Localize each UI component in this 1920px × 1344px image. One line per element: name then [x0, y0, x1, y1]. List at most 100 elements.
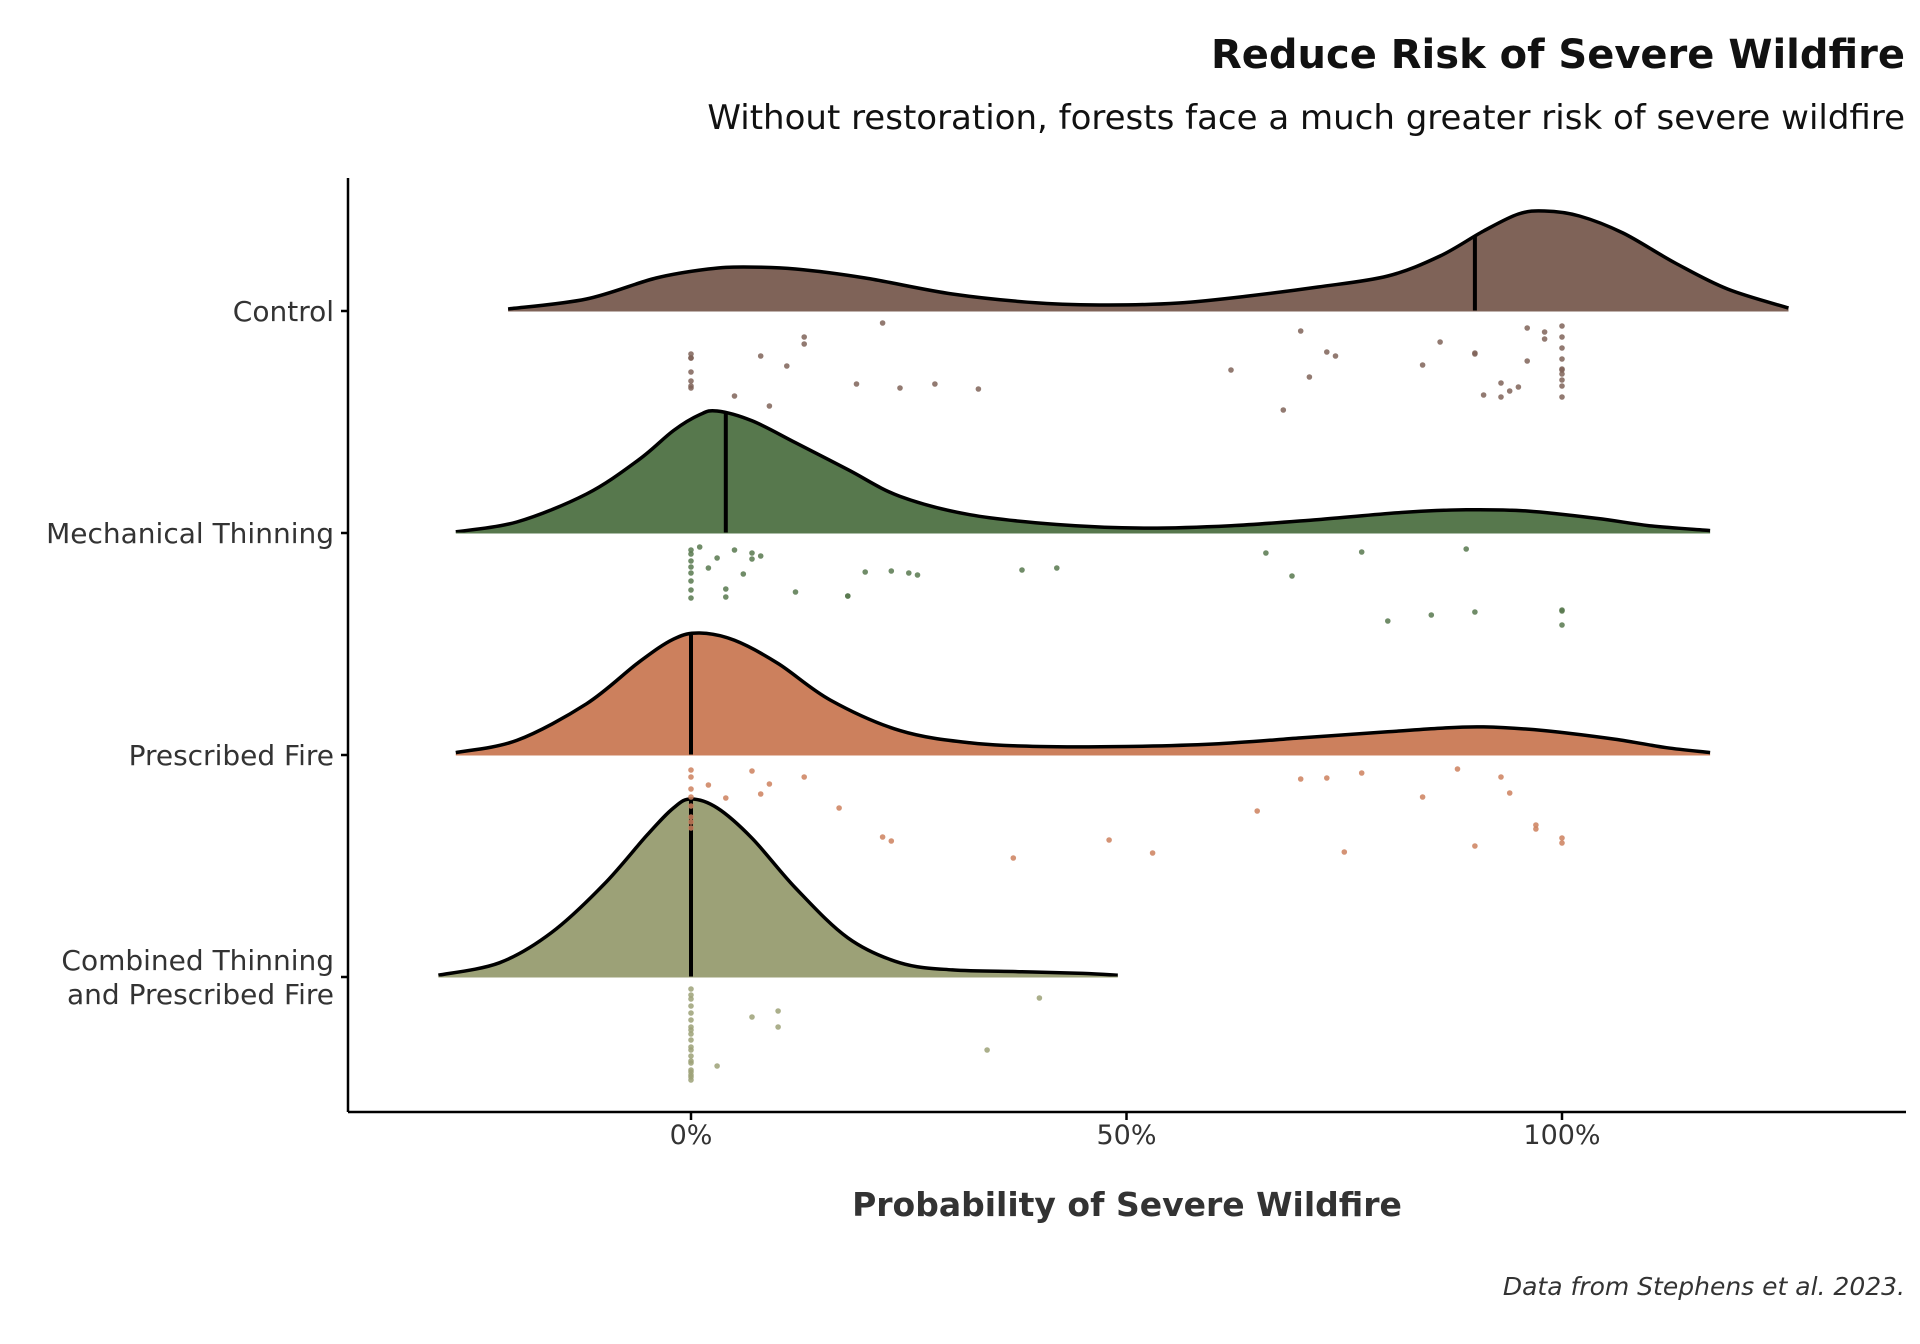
data-point	[688, 986, 694, 992]
data-point	[1559, 367, 1565, 373]
x-axis-title: Probability of Severe Wildfire	[852, 1185, 1402, 1224]
data-point	[688, 547, 694, 553]
data-point	[914, 572, 921, 578]
data-point	[714, 1063, 720, 1069]
data-point	[1559, 394, 1565, 400]
density-area	[438, 799, 1118, 977]
data-point	[1559, 622, 1565, 628]
data-point	[688, 794, 694, 800]
data-point	[688, 355, 694, 361]
data-point	[688, 378, 694, 384]
data-point	[731, 547, 738, 553]
data-point	[897, 385, 903, 391]
data-point	[688, 551, 694, 557]
data-point	[1559, 383, 1565, 389]
data-point	[696, 544, 703, 550]
data-point	[1498, 774, 1504, 780]
data-point	[1454, 766, 1461, 772]
data-point	[688, 1077, 694, 1083]
x-tick-label: 50%	[1096, 1120, 1156, 1151]
data-point	[1541, 336, 1548, 342]
data-point	[688, 814, 694, 820]
data-point	[775, 1024, 781, 1030]
data-point	[1524, 325, 1530, 331]
data-point	[862, 569, 868, 575]
data-point	[845, 593, 851, 599]
data-point	[749, 550, 755, 556]
data-point	[853, 381, 860, 387]
data-point	[1297, 776, 1304, 782]
data-point	[775, 1008, 781, 1014]
density-outline	[455, 631, 1711, 755]
density-outline	[455, 408, 1711, 534]
data-point	[906, 570, 912, 576]
data-point	[1289, 573, 1295, 579]
data-point	[740, 571, 747, 577]
data-point	[688, 351, 694, 357]
chart-title: Reduce Risk of Severe Wildfire	[1210, 32, 1905, 78]
data-point	[1254, 808, 1260, 814]
data-point	[688, 369, 694, 375]
ticks-layer: Combined Thinning and Prescribed Fire Pres…	[46, 295, 1600, 1151]
density-area	[508, 210, 1789, 311]
data-point	[1559, 356, 1565, 362]
y-category-label: Prescribed Fire	[129, 739, 334, 772]
data-point	[688, 992, 694, 998]
data-point	[1506, 388, 1513, 394]
x-tick-label: 100%	[1523, 1120, 1600, 1151]
data-point	[688, 1017, 694, 1023]
data-point	[1498, 380, 1504, 386]
data-point	[757, 353, 764, 359]
data-point	[723, 795, 729, 801]
ridges-layer	[438, 209, 1790, 1083]
data-point	[688, 819, 694, 825]
data-point	[705, 565, 712, 571]
data-point	[688, 1003, 694, 1009]
data-point	[1472, 843, 1478, 849]
data-point	[688, 578, 694, 584]
data-point	[688, 1037, 694, 1043]
data-point	[749, 768, 755, 774]
data-point	[1228, 367, 1234, 373]
data-point	[688, 595, 694, 601]
data-point	[1010, 855, 1017, 861]
data-point	[1498, 394, 1504, 400]
data-point	[688, 774, 694, 780]
y-category-label: Combined Thinning and Prescribed Fire	[61, 944, 334, 1011]
data-point	[1559, 377, 1565, 383]
data-point	[1341, 849, 1348, 855]
ridge-group	[507, 209, 1790, 413]
data-point	[1472, 609, 1478, 615]
data-point	[1428, 612, 1435, 618]
data-point	[932, 381, 938, 387]
data-point	[731, 393, 738, 399]
data-point	[1280, 407, 1287, 413]
data-point	[1559, 345, 1565, 351]
data-point	[984, 1047, 990, 1053]
data-point	[749, 1014, 755, 1020]
data-point	[723, 586, 729, 592]
data-point	[749, 556, 755, 562]
chart-caption: Data from Stephens et al. 2023.	[1502, 1272, 1905, 1301]
chart-subtitle: Without restoration, forests face a much…	[707, 98, 1905, 138]
data-point	[688, 558, 694, 564]
data-point	[801, 341, 807, 347]
ridge-group	[438, 797, 1118, 1083]
data-point	[1263, 550, 1269, 556]
ridge-group	[455, 631, 1711, 861]
data-point	[888, 838, 895, 844]
data-point	[688, 1047, 694, 1053]
data-point	[1385, 618, 1391, 624]
density-outline	[438, 797, 1118, 977]
data-point	[1054, 565, 1060, 571]
data-point	[688, 803, 694, 809]
data-point	[1541, 329, 1548, 335]
data-point	[801, 334, 807, 340]
data-point	[792, 589, 799, 595]
data-point	[1019, 567, 1025, 573]
data-point	[1559, 840, 1565, 846]
data-point	[1506, 790, 1513, 796]
data-point	[879, 834, 886, 840]
data-point	[1419, 794, 1426, 800]
